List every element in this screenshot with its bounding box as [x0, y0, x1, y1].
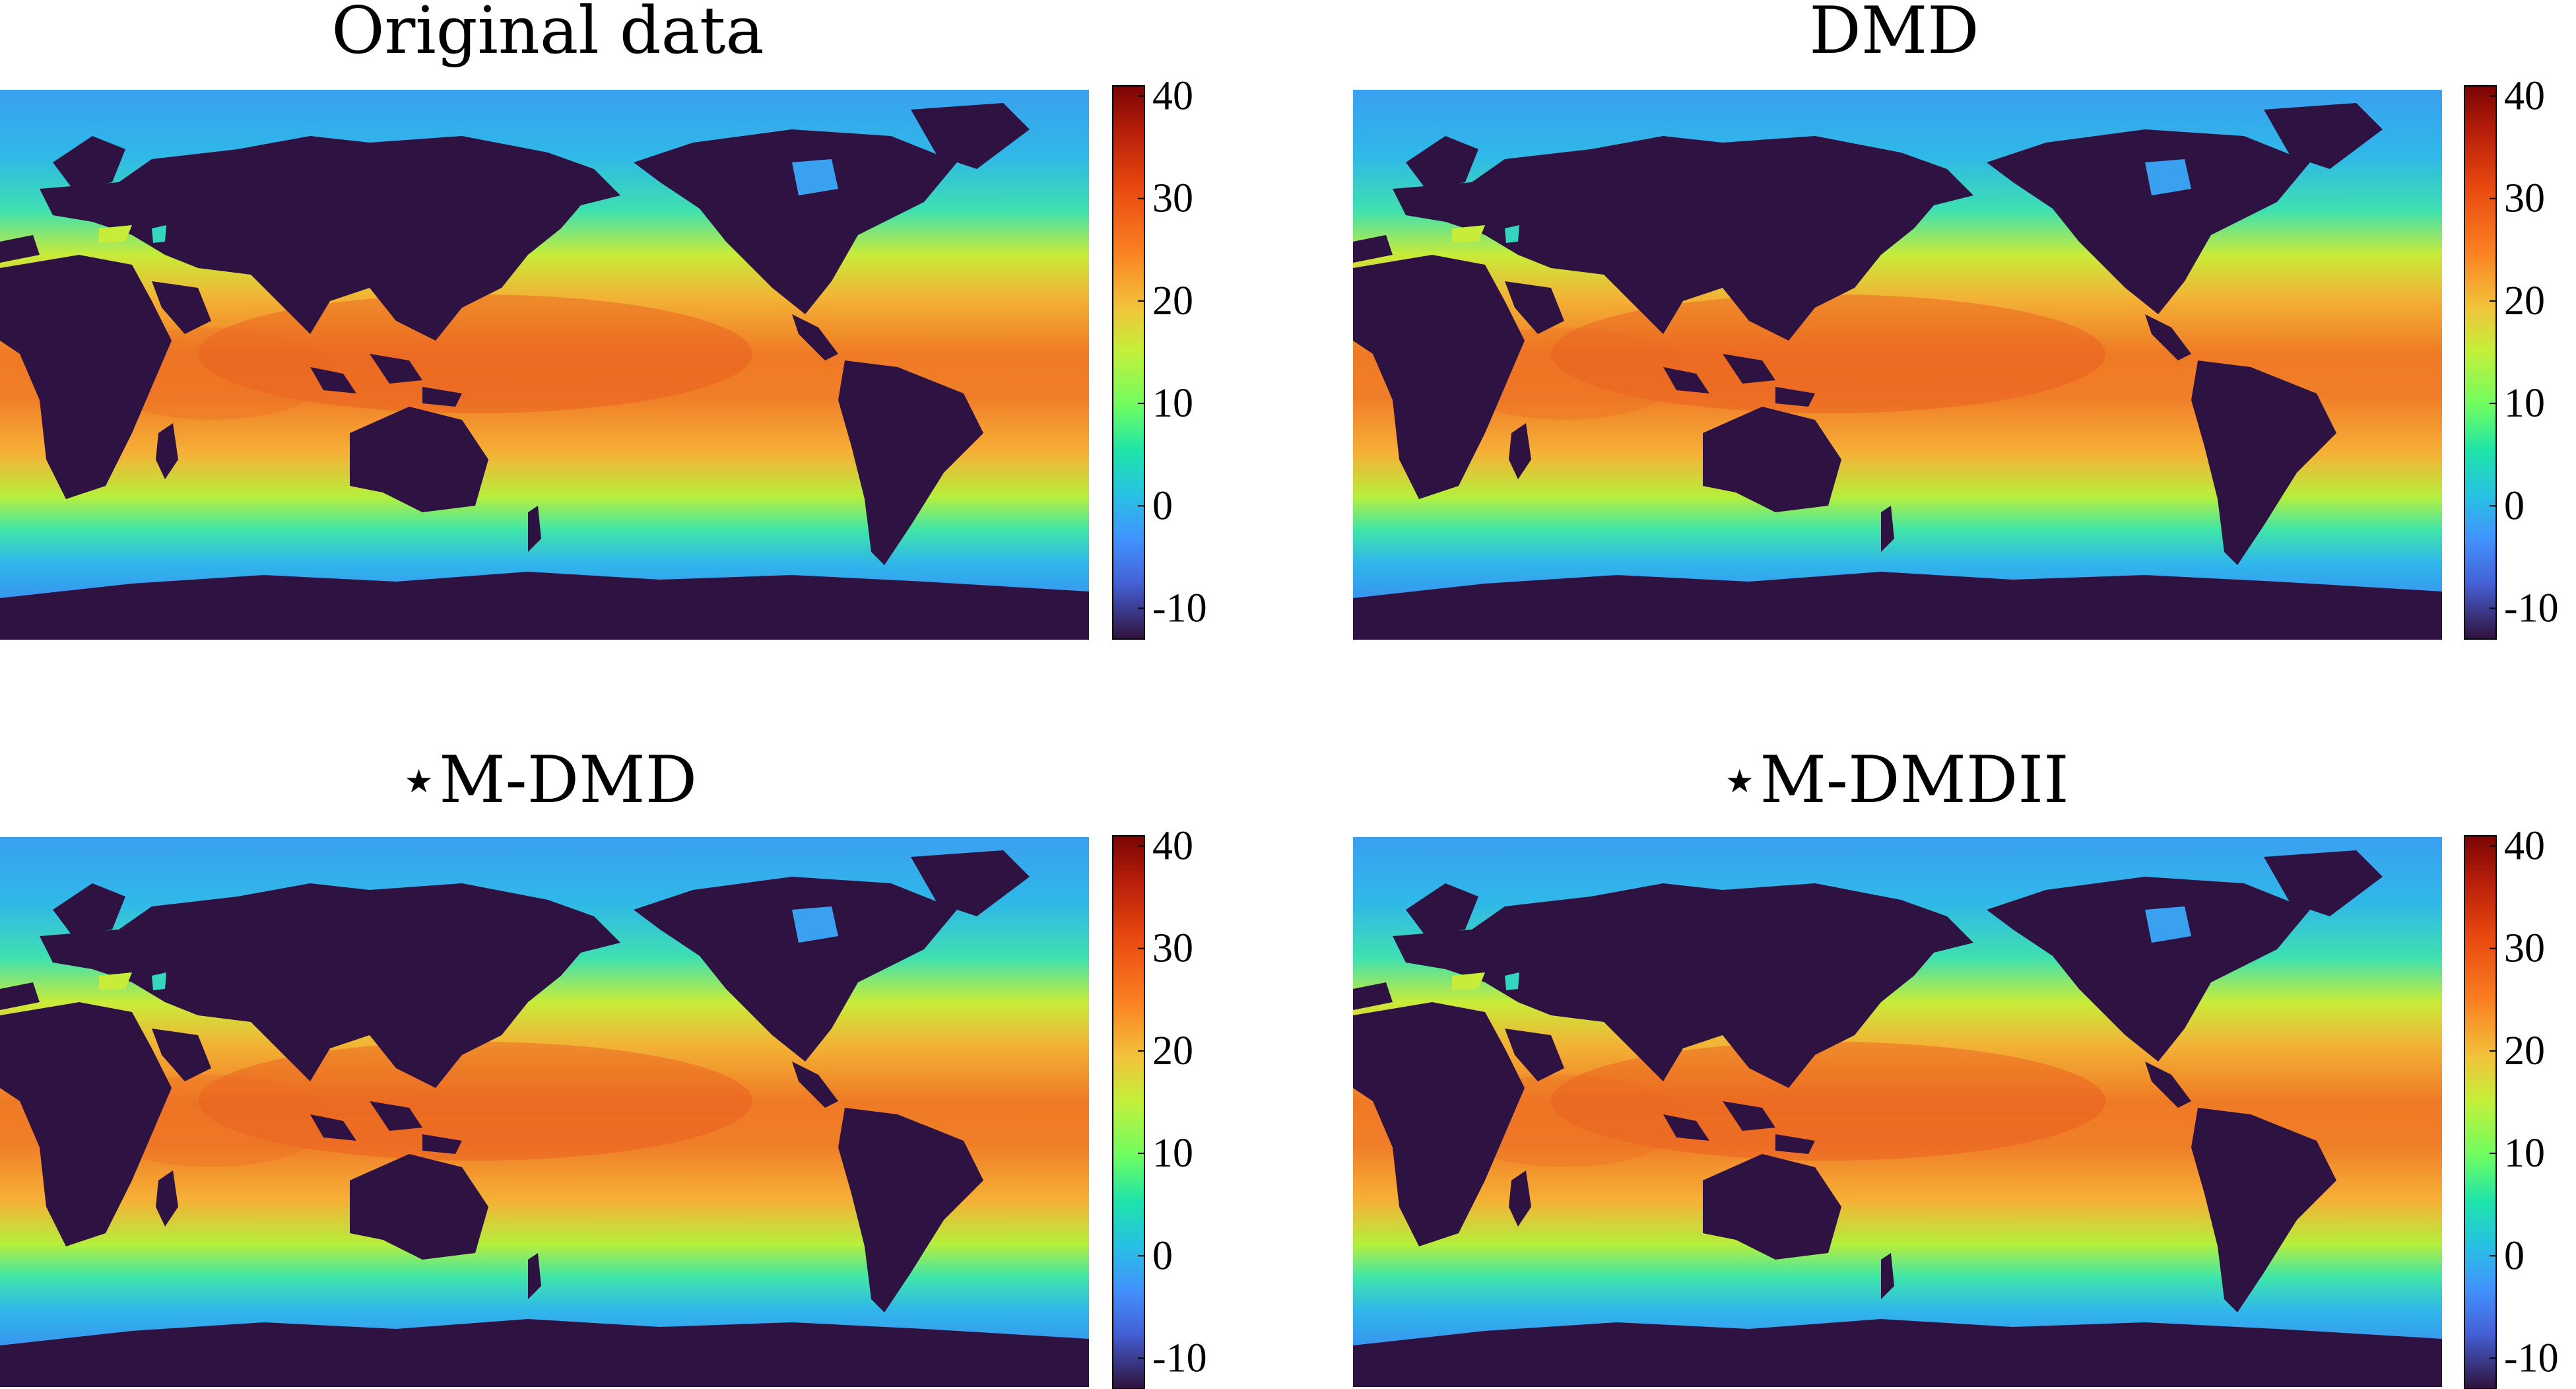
colorbar: 40 30 20 10 0 -10 [2464, 74, 2559, 640]
heatmap-map [1353, 90, 2442, 640]
colorbar-tick-label: 30 [2504, 926, 2545, 971]
colorbar-tick-label: 10 [1152, 1131, 1193, 1176]
colorbar-tick-label: 0 [2504, 483, 2525, 528]
colorbar-tick-label: -10 [2504, 1336, 2559, 1380]
panel-title: ⋆M-DMD [399, 743, 697, 818]
colorbar-tick-label: 30 [1152, 926, 1193, 971]
colorbar-tick-label: 40 [1152, 74, 1193, 119]
panel-dmd: DMD 40 30 20 10 0 -10 [1353, 0, 2559, 640]
colorbar-tick-label: 0 [2504, 1233, 2525, 1278]
colorbar: 40 30 20 10 0 -10 [1112, 74, 1207, 640]
panel-star-m-dmd: ⋆M-DMD 40 30 20 10 0 -10 [0, 743, 1207, 1389]
colorbar-ticks: 40 30 20 10 0 -10 [1138, 824, 1207, 1380]
colorbar-gradient [2464, 85, 2497, 640]
colorbar-ticks: 40 30 20 10 0 -10 [2490, 824, 2559, 1380]
colorbar-tick-label: -10 [1152, 1336, 1207, 1380]
panel-star-m-dmdii: ⋆M-DMDII 40 30 20 10 0 -10 [1353, 743, 2559, 1389]
colorbar-gradient [1112, 85, 1145, 640]
heatmap-map [1353, 837, 2442, 1387]
colorbar-ticks: 40 30 20 10 0 -10 [2490, 74, 2559, 630]
colorbar-tick-label: 20 [1152, 1029, 1193, 1073]
heatmap-map [0, 90, 1089, 640]
colorbar-tick-label: 40 [1152, 824, 1193, 869]
colorbar-ticks: 40 30 20 10 0 -10 [1138, 74, 1207, 630]
colorbar-tick-label: 20 [2504, 1029, 2545, 1073]
colorbar: 40 30 20 10 0 -10 [2464, 824, 2559, 1389]
colorbar-tick-label: 40 [2504, 824, 2545, 869]
colorbar-tick-label: -10 [2504, 586, 2559, 630]
colorbar: 40 30 20 10 0 -10 [1112, 824, 1207, 1389]
colorbar-tick-label: 20 [2504, 279, 2545, 323]
heatmap-map [0, 837, 1089, 1387]
panel-title: DMD [1809, 0, 1979, 69]
panel-title: Original data [331, 0, 764, 69]
colorbar-gradient [2464, 835, 2497, 1389]
colorbar-tick-label: 30 [2504, 176, 2545, 221]
colorbar-tick-label: 20 [1152, 279, 1193, 323]
colorbar-tick-label: -10 [1152, 586, 1207, 630]
colorbar-tick-label: 10 [1152, 381, 1193, 426]
panel-title: ⋆M-DMDII [1719, 743, 2069, 818]
colorbar-tick-label: 30 [1152, 176, 1193, 221]
colorbar-tick-label: 0 [1152, 1233, 1173, 1278]
colorbar-tick-label: 0 [1152, 483, 1173, 528]
panel-original-data: Original data 40 30 20 10 0 -10 [0, 0, 1207, 640]
colorbar-tick-label: 10 [2504, 381, 2545, 426]
colorbar-tick-label: 40 [2504, 74, 2545, 119]
colorbar-gradient [1112, 835, 1145, 1389]
colorbar-tick-label: 10 [2504, 1131, 2545, 1176]
